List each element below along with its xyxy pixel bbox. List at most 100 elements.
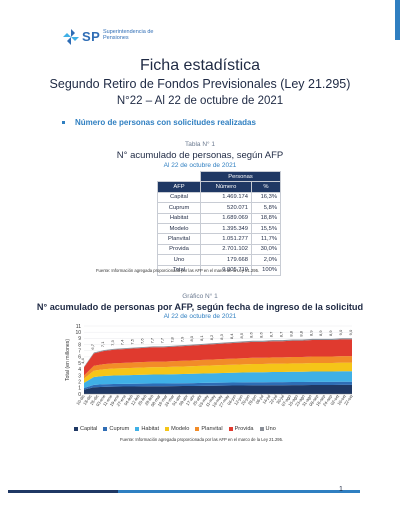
x-tick-label: 23-ago — [294, 393, 306, 407]
table-row: Uno 179.668 2,0% — [157, 254, 281, 266]
table-title: N° acumulado de personas, según AFP — [116, 150, 284, 161]
x-tick-label: 04-feb — [123, 393, 134, 406]
y-tick-label: 3 — [78, 373, 81, 379]
total-data-label: 7,6 — [140, 338, 145, 344]
section-heading-text: Número de personas con solicitudes reali… — [75, 118, 256, 127]
table-source-note: Fuente: Información agregada proporciona… — [96, 268, 260, 273]
row-pct: 16,3% — [251, 191, 281, 204]
column-header-afp: AFP — [157, 181, 201, 193]
series-area-capital — [84, 384, 352, 394]
footer-bar-dark — [8, 490, 118, 493]
row-afp: Capital — [157, 191, 201, 204]
y-tick-label: 11 — [76, 324, 81, 330]
total-data-label: 8,0 — [189, 335, 194, 341]
legend-swatch — [135, 427, 140, 431]
x-tick-label: 01-abr — [171, 393, 182, 406]
total-data-label: 8,5 — [239, 332, 244, 338]
total-data-label: 8,7 — [269, 331, 274, 337]
table-row: Modelo 1.395.349 15,5% — [157, 222, 281, 235]
row-afp: Modelo — [157, 222, 201, 235]
legend-swatch — [103, 427, 108, 431]
x-tick-label: 10-dic — [75, 394, 86, 406]
y-tick-label: 8 — [78, 342, 81, 348]
legend-label: Capital — [80, 426, 98, 432]
afp-table: Personas AFP Número % Capital 1.469.174 … — [157, 170, 281, 276]
total-data-label: 7,4 — [120, 339, 125, 345]
x-tick-label: 12-feb — [130, 393, 141, 406]
total-data-label: 8,7 — [279, 331, 284, 337]
table-total-row: Total 9.005.710 100% — [157, 264, 281, 276]
row-afp: Habitat — [157, 212, 201, 224]
total-data-label: 7,3 — [110, 340, 115, 346]
page-title: Ficha estadística — [139, 57, 261, 74]
row-numero: 1.051.277 — [200, 233, 252, 245]
table-row: Planvital 1.051.277 11,7% — [157, 233, 281, 245]
x-tick-label: 26-dic — [89, 394, 100, 406]
column-header-pct: % — [251, 181, 281, 193]
row-numero: 179.668 — [200, 254, 252, 266]
y-axis-label: Total (en millones) — [65, 339, 71, 381]
total-data-label: 9,0 — [338, 329, 343, 335]
chart-source-note: Fuente: Información agregada proporciona… — [120, 437, 284, 442]
legend-item-cuprum: Cuprum — [103, 426, 129, 432]
legend-item-capital: Capital — [74, 426, 97, 432]
row-numero: 2.701.102 — [200, 243, 252, 256]
total-data-label: 8,6 — [259, 332, 264, 338]
legend-label: Modelo — [171, 426, 190, 432]
total-pct: 100% — [251, 264, 281, 276]
x-tick-label: 15-ago — [287, 393, 299, 407]
x-tick-label: 07-ago — [280, 393, 292, 407]
total-data-label: 7,7 — [159, 337, 164, 343]
x-tick-label: 11-ene — [102, 393, 114, 407]
logo-subtitle-line1: Superintendencia de — [103, 29, 154, 35]
total-data-label: 8,6 — [249, 332, 254, 338]
table-corner — [158, 172, 201, 182]
series-area-provida — [84, 339, 352, 376]
row-pct: 11,7% — [251, 233, 281, 245]
row-pct: 15,5% — [251, 222, 281, 235]
legend-item-planvital: Planvital — [195, 426, 223, 432]
total-data-label: 8,4 — [229, 333, 234, 339]
row-pct: 30,0% — [251, 243, 281, 256]
page-subtitle: Segundo Retiro de Fondos Previsionales (… — [49, 77, 351, 91]
total-data-label: 8,8 — [298, 330, 303, 336]
page-number: 1 — [339, 486, 343, 493]
legend-swatch — [74, 427, 78, 431]
total-data-label: 8,9 — [328, 330, 333, 336]
x-tick-label: 20-feb — [137, 393, 148, 406]
legend-label: Uno — [265, 426, 276, 432]
total-data-label: 8,9 — [318, 330, 323, 336]
x-tick-label: 22-jul — [268, 394, 278, 405]
x-tick-label: 03-ene — [95, 393, 107, 407]
table-caption: Tabla N° 1 — [184, 141, 216, 148]
y-tick-label: 2 — [78, 379, 81, 385]
series-area-planvital — [84, 356, 352, 379]
total-data-label: 7,7 — [149, 337, 154, 343]
chart-legend: Capital Cuprum Habitat Modelo Planvital Provi… — [74, 426, 344, 432]
total-data-label: 7,1 — [100, 341, 105, 347]
legend-item-habitat: Habitat — [135, 426, 159, 432]
x-tick-label: 16-sep — [315, 393, 327, 407]
y-tick-label: 0 — [78, 392, 81, 398]
total-data-label: 7,9 — [179, 336, 184, 342]
y-tick-label: 7 — [78, 349, 81, 355]
row-numero: 1.469.174 — [200, 191, 252, 204]
chart-caption: Gráfico N° 1 — [182, 293, 218, 300]
legend-label: Cuprum — [109, 426, 130, 432]
logo-subtitle: Superintendencia de Pensiones — [103, 29, 163, 42]
row-afp: Cuprum — [157, 202, 201, 214]
table-row: Cuprum 520.071 5,8% — [157, 202, 281, 214]
y-tick-label: 10 — [75, 330, 81, 336]
y-tick-label: 4 — [78, 367, 81, 373]
series-area-modelo — [84, 362, 352, 383]
section-heading: Número de personas con solicitudes reali… — [62, 118, 256, 127]
row-numero: 1.395.349 — [200, 222, 252, 235]
y-tick-label: 5 — [78, 361, 81, 367]
row-numero: 520.071 — [200, 202, 252, 214]
table-date: Al 22 de octubre de 2021 — [163, 162, 237, 169]
legend-item-modelo: Modelo — [165, 426, 189, 432]
x-tick-label: 06-jul — [255, 394, 265, 405]
y-tick-label: 1 — [78, 386, 81, 392]
row-numero: 1.689.069 — [200, 212, 252, 224]
legend-swatch — [165, 427, 170, 431]
